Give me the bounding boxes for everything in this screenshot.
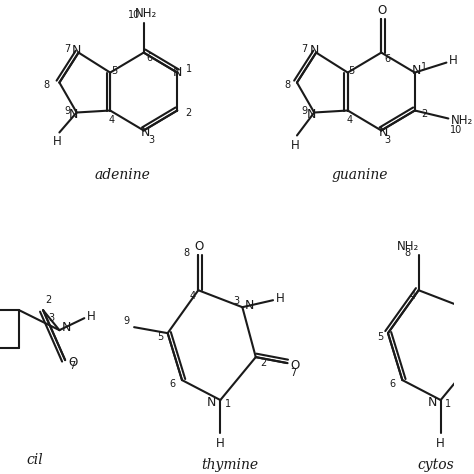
- Text: 9: 9: [123, 316, 129, 326]
- Text: O: O: [378, 4, 387, 17]
- Text: 8: 8: [284, 80, 291, 90]
- Text: O: O: [290, 359, 300, 372]
- Text: 5: 5: [377, 332, 383, 342]
- Text: N: N: [173, 66, 182, 79]
- Text: 10: 10: [450, 126, 462, 136]
- Text: N: N: [69, 108, 79, 121]
- Text: H: H: [276, 292, 285, 305]
- Text: 3: 3: [384, 136, 390, 146]
- Text: 8: 8: [184, 248, 190, 258]
- Text: N: N: [207, 395, 217, 409]
- Text: N: N: [307, 108, 316, 121]
- Text: 7: 7: [64, 44, 70, 54]
- Text: N: N: [379, 126, 388, 139]
- Text: NH₂: NH₂: [451, 114, 474, 127]
- Text: adenine: adenine: [95, 168, 151, 182]
- Text: 6: 6: [384, 54, 390, 64]
- Text: thymine: thymine: [201, 458, 258, 472]
- Text: 6: 6: [390, 379, 396, 389]
- Text: NH₂: NH₂: [397, 240, 419, 253]
- Text: N: N: [310, 44, 319, 57]
- Text: 3: 3: [234, 296, 240, 306]
- Text: 5: 5: [157, 332, 163, 342]
- Text: H: H: [449, 54, 458, 67]
- Text: 10: 10: [128, 9, 140, 19]
- Text: 4: 4: [109, 116, 115, 126]
- Text: O: O: [195, 240, 204, 253]
- Text: 9: 9: [64, 106, 70, 116]
- Text: N: N: [72, 44, 82, 57]
- Text: 4: 4: [410, 291, 416, 301]
- Text: 6: 6: [169, 379, 175, 389]
- Text: cytos: cytos: [418, 458, 454, 472]
- Text: 1: 1: [421, 62, 428, 72]
- Text: 2: 2: [260, 358, 266, 368]
- Text: 7: 7: [290, 368, 296, 378]
- Text: 2: 2: [186, 108, 192, 118]
- Text: 3: 3: [148, 136, 155, 146]
- Text: 1: 1: [225, 399, 231, 409]
- Text: 2: 2: [46, 295, 52, 305]
- Text: NH₂: NH₂: [135, 7, 157, 19]
- Text: 8: 8: [404, 248, 410, 258]
- Text: 4: 4: [346, 116, 353, 126]
- Text: H: H: [216, 437, 225, 450]
- Text: 1: 1: [186, 64, 192, 73]
- Text: 6: 6: [146, 53, 153, 63]
- Text: guanine: guanine: [332, 168, 389, 182]
- Text: 9: 9: [301, 106, 308, 116]
- Text: H: H: [436, 437, 445, 450]
- Text: O: O: [68, 356, 77, 369]
- Text: N: N: [412, 64, 421, 77]
- Text: 5: 5: [111, 65, 117, 75]
- Text: H: H: [87, 310, 96, 323]
- Text: N: N: [244, 299, 254, 312]
- Text: H: H: [53, 136, 62, 148]
- Text: 3: 3: [49, 313, 55, 323]
- Text: 7: 7: [70, 361, 76, 371]
- Text: N: N: [141, 126, 150, 139]
- Text: 7: 7: [301, 44, 308, 54]
- Text: 5: 5: [348, 65, 355, 75]
- Text: cil: cil: [27, 453, 43, 467]
- Text: 4: 4: [190, 291, 196, 301]
- Text: N: N: [428, 395, 437, 409]
- Text: 2: 2: [421, 109, 428, 119]
- Text: N: N: [61, 321, 71, 334]
- Text: H: H: [291, 139, 300, 153]
- Text: 8: 8: [44, 80, 50, 90]
- Text: 1: 1: [445, 399, 451, 409]
